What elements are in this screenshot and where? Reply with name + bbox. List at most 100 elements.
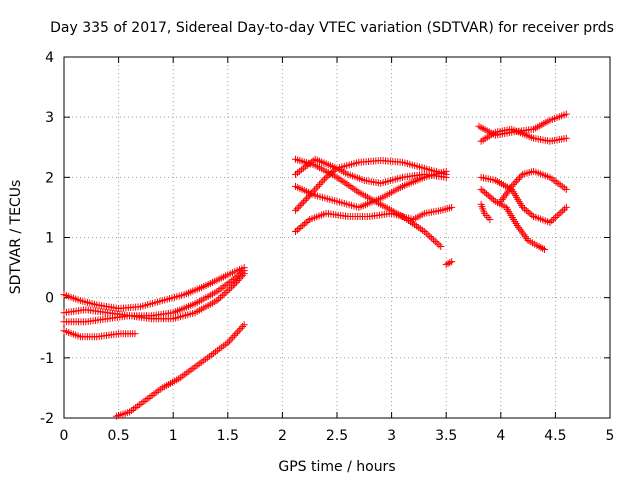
x-tick-label: 2.5 xyxy=(326,428,348,444)
data-point-marker xyxy=(520,205,528,213)
data-point-marker xyxy=(524,208,532,216)
x-tick-label: 2 xyxy=(278,428,287,444)
series-arc-1 xyxy=(60,264,248,312)
data-point-marker xyxy=(562,110,570,118)
x-tick-label: 4.5 xyxy=(544,428,566,444)
series-arc-5 xyxy=(112,321,248,420)
data-point-marker xyxy=(316,181,324,189)
data-point-marker xyxy=(326,170,334,178)
data-point-marker xyxy=(511,179,519,187)
data-point-marker xyxy=(526,209,534,217)
data-point-marker xyxy=(224,339,232,347)
data-point-marker xyxy=(293,205,301,213)
data-point-marker xyxy=(517,172,525,180)
x-tick-label: 0 xyxy=(60,428,69,444)
data-point-marker xyxy=(222,288,230,296)
data-point-marker xyxy=(428,234,436,242)
x-tick-label: 4 xyxy=(496,428,505,444)
data-point-marker xyxy=(516,174,524,182)
data-point-marker xyxy=(226,285,234,293)
data-point-marker xyxy=(442,167,450,175)
data-point-marker xyxy=(553,212,561,220)
data-point-marker xyxy=(433,239,441,247)
data-point-marker xyxy=(240,270,248,278)
data-point-marker xyxy=(317,179,325,187)
x-tick-label: 0.5 xyxy=(107,428,129,444)
data-point-marker xyxy=(218,292,226,300)
data-point-marker xyxy=(535,243,543,251)
data-point-marker xyxy=(522,206,530,214)
data-point-marker xyxy=(329,167,337,175)
data-point-marker xyxy=(217,293,225,301)
chart-title: Day 335 of 2017, Sidereal Day-to-day VTE… xyxy=(50,20,614,36)
series-arc-9 xyxy=(292,164,450,214)
data-point-marker xyxy=(435,241,443,249)
data-point-marker xyxy=(555,210,563,218)
y-axis-label: SDTVAR / TECUs xyxy=(8,180,24,295)
data-point-marker xyxy=(540,246,548,254)
data-point-marker xyxy=(304,193,312,201)
data-point-marker xyxy=(486,215,494,223)
data-point-marker xyxy=(131,330,139,338)
data-point-marker xyxy=(328,169,336,177)
data-point-marker xyxy=(486,193,494,201)
y-tick-label: -1 xyxy=(40,351,54,367)
data-point-marker xyxy=(314,182,322,190)
data-point-marker xyxy=(562,185,570,193)
data-point-marker xyxy=(239,271,247,279)
series-arc-4 xyxy=(60,327,139,341)
data-point-marker xyxy=(232,278,240,286)
data-point-marker xyxy=(324,172,332,180)
data-point-marker xyxy=(548,217,556,225)
series-arc-16 xyxy=(477,200,494,223)
data-point-marker xyxy=(295,224,303,232)
x-axis: 0 0.5 1 1.5 2 2.5 3 3.5 4 4.5 5 xyxy=(60,57,614,444)
data-point-marker xyxy=(229,282,237,290)
x-axis-label: GPS time / hours xyxy=(278,459,395,475)
data-point-marker xyxy=(231,280,239,288)
x-tick-label: 3.5 xyxy=(435,428,457,444)
data-point-marker xyxy=(292,206,300,214)
data-point-marker xyxy=(424,231,432,239)
data-point-marker xyxy=(557,208,565,216)
data-point-marker xyxy=(319,177,327,185)
data-point-marker xyxy=(448,258,456,266)
data-point-marker xyxy=(303,195,311,203)
data-point-marker xyxy=(237,324,245,332)
data-point-marker xyxy=(296,201,304,209)
data-point-marker xyxy=(225,337,233,345)
x-tick-label: 1.5 xyxy=(217,428,239,444)
series-arc-17 xyxy=(497,167,570,205)
series-arc-8 xyxy=(292,167,450,211)
data-point-marker xyxy=(322,173,330,181)
data-point-marker xyxy=(235,326,243,334)
data-point-marker xyxy=(444,260,452,268)
data-point-marker xyxy=(509,181,517,189)
data-point-marker xyxy=(320,175,328,183)
data-point-marker xyxy=(420,227,428,235)
y-tick-label: 3 xyxy=(45,110,54,126)
data-point-marker xyxy=(562,203,570,211)
data-point-marker xyxy=(559,207,567,215)
y-tick-label: 4 xyxy=(45,50,54,66)
data-point-marker xyxy=(304,217,312,225)
data-point-marker xyxy=(306,191,314,199)
data-point-marker xyxy=(227,283,235,291)
data-point-marker xyxy=(224,287,232,295)
data-point-marker xyxy=(292,227,300,235)
data-point-marker xyxy=(220,290,228,298)
data-point-marker xyxy=(551,213,559,221)
data-point-marker xyxy=(431,238,439,246)
data-point-marker xyxy=(298,200,306,208)
data-point-marker xyxy=(311,186,319,194)
x-tick-label: 1 xyxy=(169,428,178,444)
data-point-marker xyxy=(537,244,545,252)
data-point-marker xyxy=(300,220,308,228)
data-point-marker xyxy=(234,276,242,284)
data-point-marker xyxy=(488,194,496,202)
y-tick-label: 2 xyxy=(45,170,54,186)
series-arc-14 xyxy=(477,173,570,226)
data-points xyxy=(60,110,570,420)
y-tick-label: 1 xyxy=(45,231,54,247)
